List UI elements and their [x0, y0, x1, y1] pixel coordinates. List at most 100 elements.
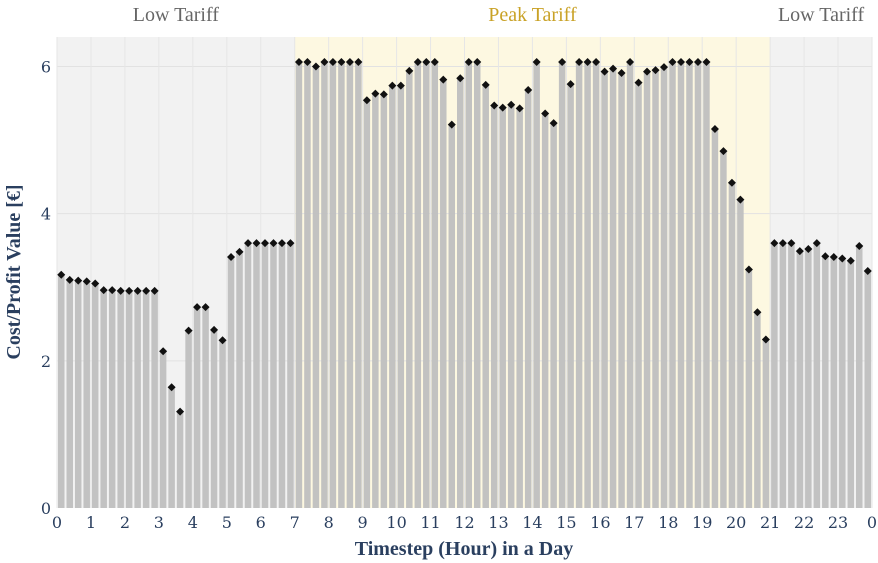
bar-82 [754, 312, 761, 508]
tariff-band-label-1: Peak Tariff [488, 4, 577, 26]
grid-lines [56, 37, 873, 508]
x-axis-ticks: 0 1 2 3 4 5 6 7 8 9 10 11 12 13 14 15 16 17 18 19 20 21 22 23 0 [52, 513, 877, 532]
bar-51 [490, 105, 498, 508]
bar-7 [117, 290, 124, 508]
bar-20 [227, 257, 235, 508]
bar-35 [355, 62, 362, 508]
marker-55 [524, 85, 533, 94]
marker-37 [371, 89, 380, 98]
bar-43 [423, 62, 430, 508]
x-tick-label-24: 0 [867, 513, 877, 532]
x-tick-label-14: 14 [522, 513, 542, 532]
bar-18 [210, 329, 218, 508]
bar-19 [219, 340, 226, 508]
marker-93 [846, 256, 855, 265]
x-tick-label-9: 9 [358, 513, 368, 532]
bar-84 [771, 243, 778, 508]
bar-91 [830, 257, 838, 508]
bar-79 [728, 182, 736, 508]
bar-31 [321, 62, 328, 508]
marker-89 [812, 239, 821, 248]
x-tick-label-8: 8 [324, 513, 334, 532]
marker-90 [821, 252, 830, 261]
bar-62 [584, 62, 591, 508]
bar-49 [473, 62, 481, 508]
marker-38 [379, 90, 388, 99]
x-tick-label-12: 12 [454, 513, 474, 532]
x-tick-label-7: 7 [290, 513, 300, 532]
marker-52 [498, 103, 507, 112]
marker-70 [651, 66, 660, 75]
bar-8 [125, 290, 133, 508]
y-tick-label-1: 2 [41, 352, 51, 371]
x-tick-label-21: 21 [760, 513, 780, 532]
bar-3 [83, 281, 90, 508]
marker-0 [57, 270, 66, 279]
bar-series [58, 62, 871, 509]
bar-6 [108, 290, 116, 508]
bar-2 [74, 280, 82, 508]
x-tick-label-19: 19 [692, 513, 712, 532]
bar-46 [448, 124, 456, 508]
x-tick-label-22: 22 [794, 513, 814, 532]
marker-81 [744, 265, 753, 274]
bar-12 [159, 351, 167, 508]
marker-19 [218, 336, 227, 345]
marker-1 [65, 275, 74, 284]
band-labels: Low Tariff Peak Tariff Low Tariff [133, 4, 865, 26]
bar-75 [694, 62, 702, 508]
y-axis-title: Cost/Profit Value [€] [3, 184, 25, 359]
marker-80 [736, 195, 745, 204]
marker-36 [362, 96, 371, 105]
marker-69 [643, 67, 652, 76]
marker-32 [328, 58, 337, 67]
bar-37 [372, 93, 379, 509]
x-tick-label-1: 1 [86, 513, 96, 532]
marker-13 [167, 383, 176, 392]
bar-39 [389, 85, 396, 509]
bar-61 [575, 62, 583, 508]
bar-95 [864, 271, 871, 508]
marker-86 [787, 239, 796, 248]
marker-44 [430, 58, 439, 67]
bar-57 [541, 113, 549, 508]
marker-42 [413, 58, 422, 67]
bar-41 [406, 70, 413, 509]
bar-4 [91, 283, 99, 508]
marker-66 [617, 69, 626, 78]
marker-74 [685, 58, 694, 67]
bar-54 [516, 108, 523, 509]
bar-66 [618, 73, 625, 508]
marker-30 [311, 62, 320, 71]
marker-23 [252, 239, 261, 248]
marker-17 [201, 303, 210, 312]
bar-55 [524, 89, 532, 509]
marker-41 [405, 66, 414, 75]
tariff-band-label-0: Low Tariff [133, 4, 220, 26]
marker-24 [260, 239, 269, 248]
marker-40 [396, 81, 405, 90]
bar-93 [847, 260, 855, 508]
bar-67 [626, 62, 634, 508]
bar-22 [244, 243, 252, 508]
marker-4 [91, 279, 100, 288]
bar-87 [796, 251, 804, 508]
bar-45 [440, 79, 447, 508]
bar-73 [677, 62, 685, 508]
marker-15 [184, 326, 193, 335]
marker-75 [693, 58, 702, 67]
bar-33 [338, 62, 345, 508]
x-tick-label-5: 5 [222, 513, 232, 532]
marker-43 [422, 58, 431, 67]
marker-82 [753, 308, 762, 317]
marker-25 [269, 239, 278, 248]
marker-65 [609, 64, 618, 73]
marker-21 [235, 247, 244, 256]
bar-50 [482, 84, 489, 508]
bar-44 [431, 62, 439, 508]
marker-94 [855, 242, 864, 251]
bar-85 [779, 243, 787, 508]
marker-62 [583, 58, 592, 67]
marker-26 [277, 239, 286, 248]
